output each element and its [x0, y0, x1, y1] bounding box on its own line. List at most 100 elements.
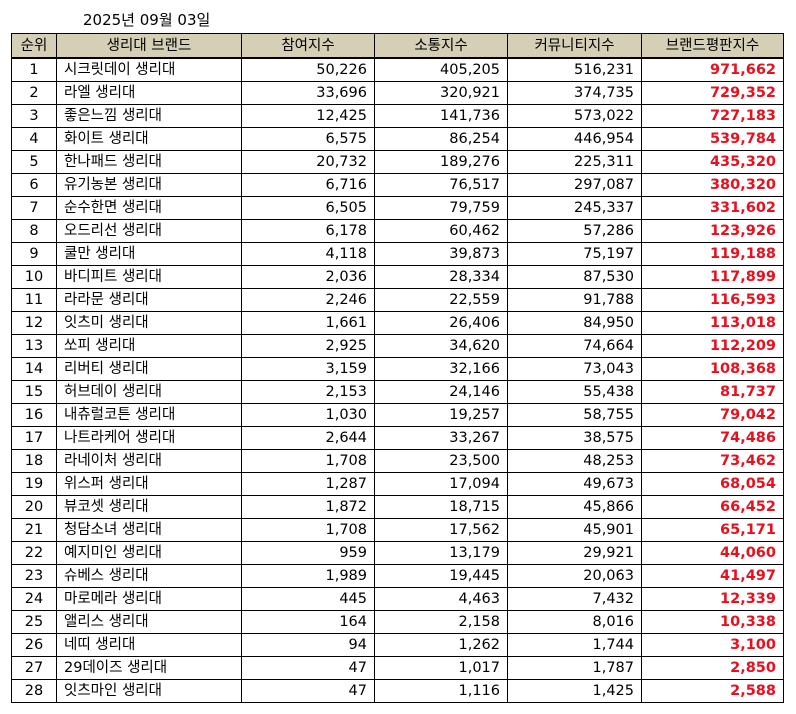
participation-index-cell: 6,505 — [241, 196, 375, 220]
rank-cell: 6 — [11, 173, 57, 197]
community-index-cell: 58,755 — [507, 403, 642, 427]
communication-index-cell: 17,562 — [374, 518, 508, 542]
rank-cell: 19 — [11, 472, 57, 496]
brand-reputation-index-cell: 10,338 — [641, 610, 784, 634]
rank-cell: 16 — [11, 403, 57, 427]
brand-reputation-index-cell: 41,497 — [641, 564, 784, 588]
community-index-cell: 573,022 — [507, 104, 642, 128]
communication-index-cell: 24,146 — [374, 380, 508, 404]
communication-index-cell: 13,179 — [374, 541, 508, 565]
table-row: 22 예지미인 생리대 959 13,179 29,921 44,060 — [11, 541, 784, 565]
communication-index-cell: 34,620 — [374, 334, 508, 358]
brand-name-cell: 리버티 생리대 — [56, 357, 242, 381]
brand-reputation-index-cell: 79,042 — [641, 403, 784, 427]
brand-reputation-index-cell: 2,850 — [641, 656, 784, 680]
community-index-cell: 297,087 — [507, 173, 642, 197]
community-index-cell: 8,016 — [507, 610, 642, 634]
rank-cell: 9 — [11, 242, 57, 266]
table-row: 9 쿨만 생리대 4,118 39,873 75,197 119,188 — [11, 242, 784, 266]
brand-reputation-index-cell: 112,209 — [641, 334, 784, 358]
table-row: 7 순수한면 생리대 6,505 79,759 245,337 331,602 — [11, 196, 784, 220]
community-index-cell: 45,866 — [507, 495, 642, 519]
community-index-cell: 45,901 — [507, 518, 642, 542]
table-row: 18 라네이처 생리대 1,708 23,500 48,253 73,462 — [11, 449, 784, 473]
brand-name-cell: 네띠 생리대 — [56, 633, 242, 657]
communication-index-cell: 33,267 — [374, 426, 508, 450]
table-row: 20 뷰코셋 생리대 1,872 18,715 45,866 66,452 — [11, 495, 784, 519]
brand-name-cell: 청담소녀 생리대 — [56, 518, 242, 542]
brand-reputation-index-cell: 435,320 — [641, 150, 784, 174]
community-index-cell: 446,954 — [507, 127, 642, 151]
brand-reputation-index-cell: 729,352 — [641, 81, 784, 105]
community-index-cell: 1,787 — [507, 656, 642, 680]
brand-name-cell: 유기농본 생리대 — [56, 173, 242, 197]
table-row: 17 나트라케어 생리대 2,644 33,267 38,575 74,486 — [11, 426, 784, 450]
brand-name-cell: 내츄럴코튼 생리대 — [56, 403, 242, 427]
brand-reputation-index-cell: 113,018 — [641, 311, 784, 335]
communication-index-cell: 32,166 — [374, 357, 508, 381]
brand-name-cell: 뷰코셋 생리대 — [56, 495, 242, 519]
rank-cell: 11 — [11, 288, 57, 312]
participation-index-cell: 47 — [241, 679, 375, 703]
brand-reputation-index-cell: 68,054 — [641, 472, 784, 496]
participation-index-cell: 1,708 — [241, 449, 375, 473]
rank-cell: 5 — [11, 150, 57, 174]
brand-name-cell: 라라문 생리대 — [56, 288, 242, 312]
participation-index-cell: 1,287 — [241, 472, 375, 496]
participation-index-cell: 2,644 — [241, 426, 375, 450]
table-row: 8 오드리선 생리대 6,178 60,462 57,286 123,926 — [11, 219, 784, 243]
header-rank: 순위 — [11, 33, 57, 59]
brand-reputation-index-cell: 331,602 — [641, 196, 784, 220]
communication-index-cell: 39,873 — [374, 242, 508, 266]
community-index-cell: 245,337 — [507, 196, 642, 220]
community-index-cell: 1,425 — [507, 679, 642, 703]
brand-reputation-index-cell: 108,368 — [641, 357, 784, 381]
brand-reputation-index-cell: 117,899 — [641, 265, 784, 289]
participation-index-cell: 4,118 — [241, 242, 375, 266]
rank-cell: 7 — [11, 196, 57, 220]
participation-index-cell: 2,246 — [241, 288, 375, 312]
communication-index-cell: 79,759 — [374, 196, 508, 220]
brand-name-cell: 나트라케어 생리대 — [56, 426, 242, 450]
brand-reputation-table: 순위 생리대 브랜드 참여지수 소통지수 커뮤니티지수 브랜드평판지수 1 시크릿… — [11, 33, 784, 703]
communication-index-cell: 86,254 — [374, 127, 508, 151]
community-index-cell: 87,530 — [507, 265, 642, 289]
table-row: 2 라엘 생리대 33,696 320,921 374,735 729,352 — [11, 81, 784, 105]
communication-index-cell: 19,445 — [374, 564, 508, 588]
brand-reputation-index-cell: 3,100 — [641, 633, 784, 657]
brand-name-cell: 마로메라 생리대 — [56, 587, 242, 611]
brand-reputation-index-cell: 119,188 — [641, 242, 784, 266]
table-row: 24 마로메라 생리대 445 4,463 7,432 12,339 — [11, 587, 784, 611]
rank-cell: 15 — [11, 380, 57, 404]
community-index-cell: 38,575 — [507, 426, 642, 450]
brand-name-cell: 라엘 생리대 — [56, 81, 242, 105]
brand-reputation-index-cell: 2,588 — [641, 679, 784, 703]
brand-reputation-index-cell: 65,171 — [641, 518, 784, 542]
rank-cell: 12 — [11, 311, 57, 335]
brand-reputation-index-cell: 380,320 — [641, 173, 784, 197]
table-row: 15 허브데이 생리대 2,153 24,146 55,438 81,737 — [11, 380, 784, 404]
participation-index-cell: 1,030 — [241, 403, 375, 427]
brand-reputation-index-cell: 81,737 — [641, 380, 784, 404]
brand-reputation-index-cell: 74,486 — [641, 426, 784, 450]
communication-index-cell: 1,116 — [374, 679, 508, 703]
brand-name-cell: 29데이즈 생리대 — [56, 656, 242, 680]
brand-name-cell: 순수한면 생리대 — [56, 196, 242, 220]
participation-index-cell: 94 — [241, 633, 375, 657]
brand-reputation-index-cell: 727,183 — [641, 104, 784, 128]
communication-index-cell: 1,262 — [374, 633, 508, 657]
brand-name-cell: 바디피트 생리대 — [56, 265, 242, 289]
communication-index-cell: 320,921 — [374, 81, 508, 105]
rank-cell: 2 — [11, 81, 57, 105]
communication-index-cell: 19,257 — [374, 403, 508, 427]
participation-index-cell: 1,708 — [241, 518, 375, 542]
participation-index-cell: 6,575 — [241, 127, 375, 151]
brand-reputation-index-cell: 123,926 — [641, 219, 784, 243]
communication-index-cell: 4,463 — [374, 587, 508, 611]
rank-cell: 14 — [11, 357, 57, 381]
community-index-cell: 73,043 — [507, 357, 642, 381]
communication-index-cell: 17,094 — [374, 472, 508, 496]
participation-index-cell: 6,716 — [241, 173, 375, 197]
table-row: 4 화이트 생리대 6,575 86,254 446,954 539,784 — [11, 127, 784, 151]
communication-index-cell: 189,276 — [374, 150, 508, 174]
